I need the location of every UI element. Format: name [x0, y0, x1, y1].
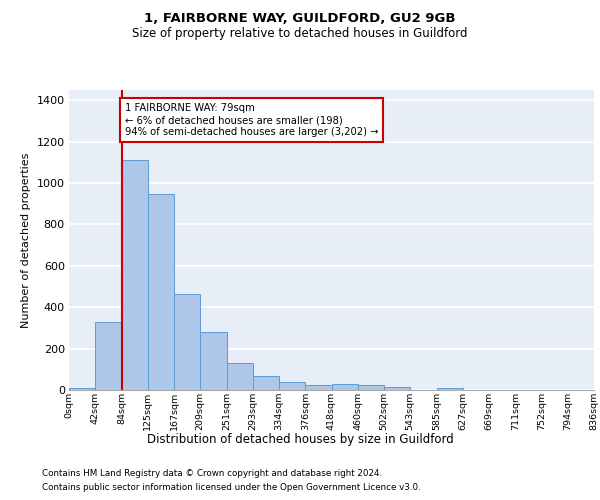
Bar	[121, 160, 148, 390]
Text: Size of property relative to detached houses in Guildford: Size of property relative to detached ho…	[132, 28, 468, 40]
Text: Contains HM Land Registry data © Crown copyright and database right 2024.: Contains HM Land Registry data © Crown c…	[42, 468, 382, 477]
Bar	[200, 332, 227, 390]
Bar	[331, 384, 358, 390]
Bar	[253, 376, 279, 390]
Bar	[437, 388, 463, 390]
Bar	[384, 387, 410, 390]
Text: Distribution of detached houses by size in Guildford: Distribution of detached houses by size …	[146, 432, 454, 446]
Bar	[148, 194, 174, 390]
Y-axis label: Number of detached properties: Number of detached properties	[21, 152, 31, 328]
Bar	[305, 385, 331, 390]
Bar	[358, 386, 384, 390]
Text: 1 FAIRBORNE WAY: 79sqm
← 6% of detached houses are smaller (198)
94% of semi-det: 1 FAIRBORNE WAY: 79sqm ← 6% of detached …	[125, 104, 378, 136]
Bar	[95, 322, 121, 390]
Bar	[279, 382, 305, 390]
Bar	[174, 294, 200, 390]
Text: 1, FAIRBORNE WAY, GUILDFORD, GU2 9GB: 1, FAIRBORNE WAY, GUILDFORD, GU2 9GB	[144, 12, 456, 26]
Bar	[69, 388, 95, 390]
Text: Contains public sector information licensed under the Open Government Licence v3: Contains public sector information licen…	[42, 484, 421, 492]
Bar	[227, 363, 253, 390]
